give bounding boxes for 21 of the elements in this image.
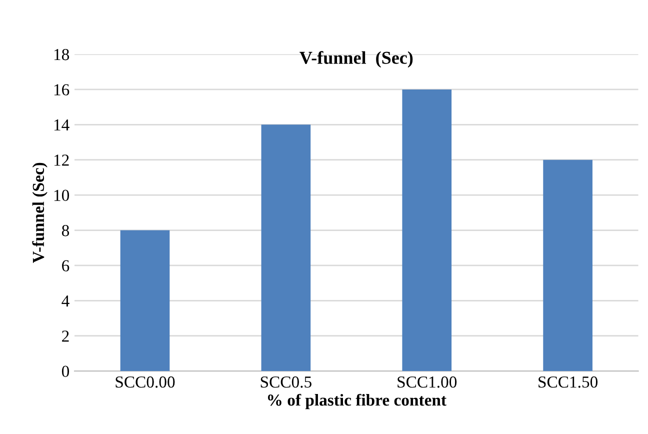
- x-tick-label: SCC1.00: [398, 376, 457, 388]
- y-tick-label: 6: [62, 260, 70, 272]
- y-tick-label: 14: [54, 119, 70, 130]
- bar: [120, 230, 170, 372]
- y-tick-label: 18: [54, 48, 70, 60]
- y-tick-label: 16: [54, 84, 70, 96]
- y-tick-label: 12: [54, 154, 69, 166]
- x-tick-label: SCC0.5: [260, 376, 312, 388]
- y-tick-label: 10: [54, 190, 70, 202]
- y-tick-label: 8: [62, 224, 70, 236]
- x-axis-title: % of plastic fibre content: [268, 394, 446, 410]
- bar: [402, 89, 452, 372]
- y-tick-label: 4: [62, 295, 70, 306]
- y-tick-label: 2: [62, 330, 69, 342]
- bar: [261, 124, 311, 372]
- chart-title: V-funnel (Sec): [300, 51, 413, 68]
- y-axis-title: V-funnel (Sec): [32, 162, 48, 264]
- x-tick-label: SCC0.00: [116, 376, 175, 388]
- bar: [543, 160, 592, 372]
- x-tick-label: SCC1.50: [538, 376, 598, 388]
- y-tick-label: 0: [62, 366, 70, 378]
